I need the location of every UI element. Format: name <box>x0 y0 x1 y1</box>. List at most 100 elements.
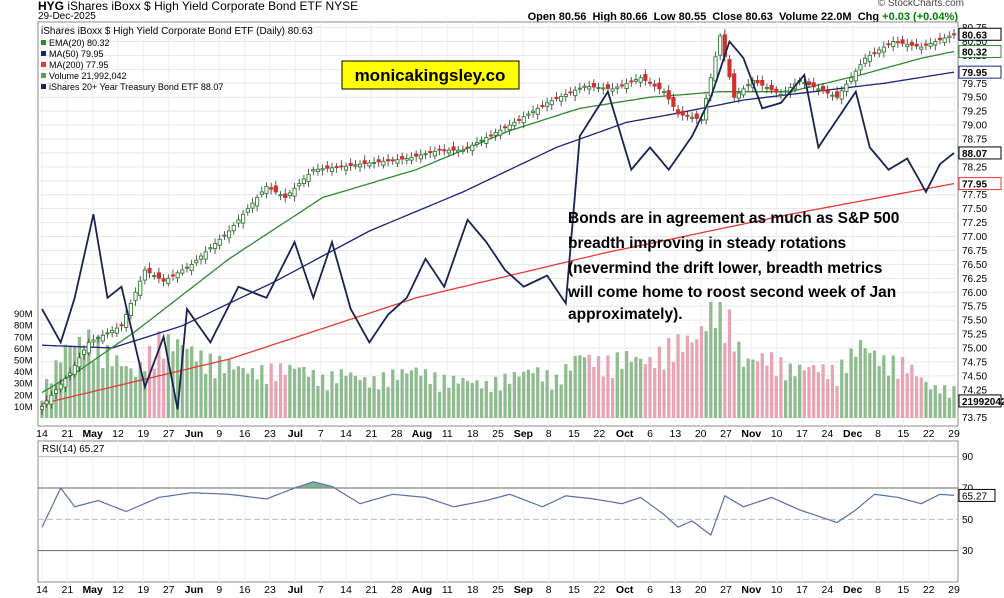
candle-body <box>718 35 723 56</box>
candle-body <box>39 406 45 410</box>
candle-body <box>853 70 858 82</box>
candle-body <box>624 82 629 89</box>
rsi-line <box>41 481 955 536</box>
candle-body <box>573 89 578 97</box>
volume-bar <box>779 357 783 418</box>
rsi-x-tick-label: 8 <box>875 584 881 596</box>
tlt-line <box>41 39 955 410</box>
candle-body <box>919 46 924 50</box>
rsi-x-tick-label: 29 <box>948 584 960 596</box>
candle-body <box>942 37 947 43</box>
value-label: 21992042 <box>962 397 1004 408</box>
price-tick-label: 77.50 <box>962 204 987 215</box>
value-label-box <box>958 27 1002 41</box>
volume-bar <box>774 376 778 418</box>
candle-body <box>549 100 554 106</box>
volume-bar <box>863 348 867 418</box>
candle-body <box>446 149 451 154</box>
candle-body <box>685 114 690 117</box>
volume-bar <box>147 345 152 418</box>
volume-bar <box>746 358 750 418</box>
candle-body <box>217 238 222 246</box>
volume-bar <box>498 390 502 418</box>
volume-bar <box>653 367 657 418</box>
candle-body <box>540 105 545 107</box>
candle-body <box>269 187 274 190</box>
x-tick-label: Nov <box>741 428 761 440</box>
open-value: 80.56 <box>558 11 587 23</box>
price-tick-label: 79.75 <box>962 79 987 90</box>
price-tick-label: 74.25 <box>962 385 987 396</box>
candle-body <box>666 90 671 100</box>
candle-body <box>367 162 372 167</box>
rsi-x-tick-label: Jul <box>288 584 303 596</box>
candle-body <box>67 372 73 376</box>
volume-bar <box>250 368 255 418</box>
candle-body <box>170 274 176 277</box>
candle-body <box>530 110 536 114</box>
volume-bar <box>367 387 372 418</box>
volume-bar <box>671 362 676 418</box>
volume-bar <box>283 374 287 418</box>
annotation-line-5: approximately). <box>568 306 683 323</box>
volume-bar <box>559 384 563 418</box>
candle-body <box>53 389 59 394</box>
volume-bar <box>320 374 325 418</box>
volume-bar <box>718 302 722 418</box>
candle-body <box>746 84 751 87</box>
candle-body <box>376 159 381 163</box>
x-tick-label: 6 <box>647 428 653 440</box>
candle-body <box>96 337 101 340</box>
rsi-x-tick-label: 24 <box>821 584 833 596</box>
volume-bar <box>877 365 881 418</box>
legend-ma200: MA(200) 77.95 <box>49 60 109 70</box>
x-tick-label: 29 <box>948 428 960 440</box>
volume-tick-label: 20M <box>14 390 33 401</box>
candle-body <box>867 54 872 62</box>
rsi-x-tick-label: Oct <box>616 584 634 596</box>
volume-bar <box>830 364 835 418</box>
price-tick-label: 80.50 <box>962 37 987 48</box>
candle-body <box>545 102 550 107</box>
volume-bar <box>896 378 900 418</box>
rsi-x-tick-label: 15 <box>568 584 580 596</box>
volume-bar <box>115 355 119 418</box>
volume-bar <box>550 389 554 418</box>
volume-bar <box>508 383 512 418</box>
x-tick-label: 14 <box>340 428 352 440</box>
candle-body <box>825 90 830 94</box>
x-tick-label: Dec <box>843 428 862 440</box>
volume-bar <box>246 373 250 418</box>
candle-body <box>886 43 891 46</box>
candle-body <box>297 183 302 187</box>
volume-bar <box>218 355 222 418</box>
candle-body <box>675 109 681 115</box>
volume-bar <box>816 372 820 418</box>
volume-bar <box>685 335 690 418</box>
x-tick-label: 18 <box>467 428 479 440</box>
x-tick-label: 12 <box>112 428 124 440</box>
volume-bar <box>723 342 727 418</box>
rsi-x-tick-label: 21 <box>365 584 377 596</box>
candle-body <box>563 93 568 98</box>
price-tick-label: 73.75 <box>962 413 987 424</box>
volume-bar <box>344 375 348 418</box>
ohlc-stats: Open 80.56 High 80.66 Low 80.55 Close 80… <box>528 11 958 23</box>
x-tick-label: 16 <box>239 428 251 440</box>
volume-bar <box>208 353 212 418</box>
volume-bar <box>713 327 718 418</box>
candle-body <box>535 107 540 115</box>
security-name: iShares iBoxx $ High Yield Corporate Bon… <box>67 0 323 13</box>
x-tick-label: 10 <box>771 428 783 440</box>
price-tick-label: 79.00 <box>962 121 987 132</box>
legend-ma200-swatch <box>41 62 46 67</box>
volume-bar <box>826 379 830 418</box>
volume-bar <box>872 350 877 418</box>
volume-bar <box>578 355 582 418</box>
volume-bar <box>727 309 732 418</box>
volume-bar <box>919 377 923 418</box>
candle-body <box>568 91 573 94</box>
candle-body <box>905 43 910 48</box>
volume-bar <box>657 346 661 418</box>
candle-body <box>671 96 676 107</box>
